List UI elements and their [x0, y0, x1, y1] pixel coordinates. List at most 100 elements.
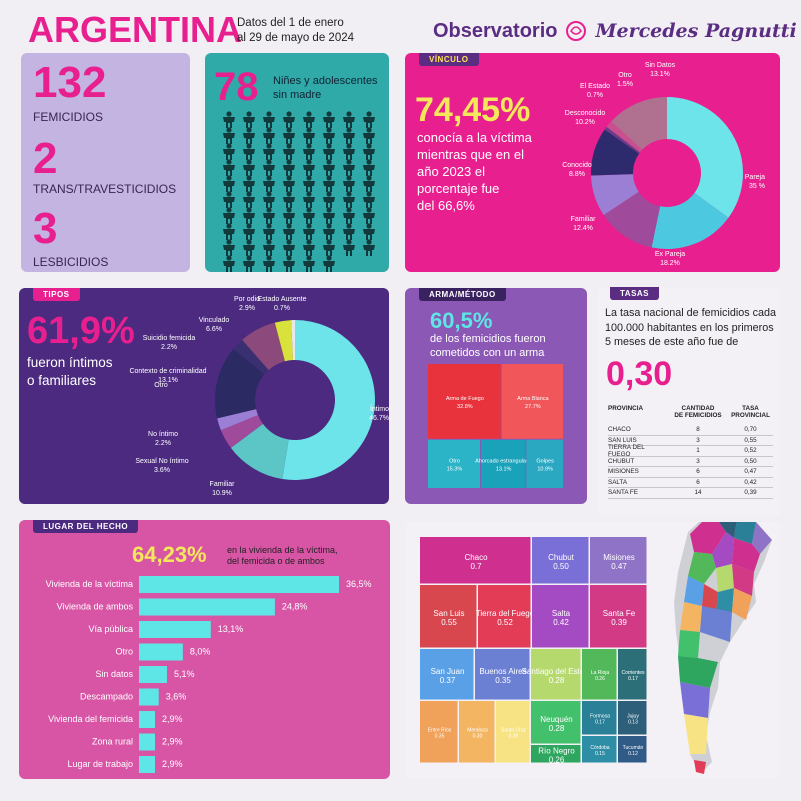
province-name: Corrientes — [621, 670, 645, 676]
province-cell — [582, 701, 617, 735]
slice-value: 46.7% — [369, 415, 389, 422]
province-rate: 0.55 — [441, 618, 457, 627]
slice-value: 0.7% — [587, 92, 603, 99]
bar — [139, 643, 183, 661]
person-icon — [241, 207, 257, 225]
person-icon — [321, 143, 337, 161]
arma-card: ARMA/MÉTODO 60,5% de los femicidios fuer… — [405, 288, 587, 504]
donut-slice — [242, 322, 285, 370]
person-icon — [221, 223, 237, 241]
province-rate: 0.35 — [435, 734, 445, 740]
slice-label: Familiar — [210, 481, 236, 488]
tasas-value: 0,30 — [606, 355, 673, 393]
bar-category-label: Vivienda de la víctima — [46, 579, 133, 589]
person-icon — [281, 207, 297, 225]
province-cell — [590, 585, 647, 648]
cell-value: 27.7% — [525, 404, 541, 410]
tasas-line: La tasa nacional de femicidios cada — [605, 307, 777, 319]
table-cell: 0,39 — [744, 489, 757, 497]
table-row: SALTA 6 0,42 — [608, 478, 773, 488]
arma-pct: 60,5% — [430, 308, 493, 333]
vinculo-donut-chart: Pareja 35 % Ex Pareja 18.2% Familiar 12.4% Con… — [562, 62, 765, 267]
slice-label: Otro — [618, 72, 632, 79]
slice-label: Sin Datos — [645, 62, 676, 69]
page-title: ARGENTINA — [28, 9, 242, 50]
donut-slice — [603, 191, 661, 248]
tasas-line: 100.000 habitantes en los primeros — [605, 321, 774, 334]
province-cell — [420, 701, 458, 763]
bar-value-label: 24,8% — [282, 602, 308, 612]
person-icon — [341, 239, 357, 257]
slice-label: Familiar — [571, 216, 597, 223]
person-icon — [301, 255, 317, 272]
person-icon — [241, 191, 257, 209]
province-cell — [478, 585, 531, 648]
province-name: Santa Fe — [603, 609, 636, 618]
table-cell: CHACO — [608, 426, 631, 434]
province-rate: 0.30 — [509, 734, 519, 740]
tipos-text: fueron íntimos o familiares — [27, 354, 113, 390]
children-label-1: Niñes y adolescentes — [273, 75, 378, 87]
slice-value: 0.7% — [274, 305, 290, 312]
femicidios-label: FEMICIDIOS — [33, 110, 104, 124]
person-icon — [221, 143, 237, 161]
treemap-cell — [501, 364, 563, 439]
person-icon — [361, 159, 377, 177]
bar — [139, 733, 155, 751]
person-icon — [221, 239, 237, 257]
table-cell: 3 — [696, 436, 700, 444]
bar-category-label: Vivienda del femicida — [48, 714, 133, 724]
person-icon — [301, 143, 317, 161]
person-icon — [221, 111, 237, 129]
person-icon — [301, 159, 317, 177]
vinculo-line: porcentaje fue — [417, 181, 500, 196]
vinculo-line: del 66,6% — [417, 198, 475, 213]
tasas-text: La tasa nacional de femicidios cada 100.… — [605, 306, 781, 350]
vinculo-line: mientras que en el — [417, 147, 524, 162]
bar-category-label: Lugar de trabajo — [67, 759, 133, 769]
lesb-value: 3 — [33, 204, 58, 253]
table-header-cell: TASA PROVINCIAL — [731, 405, 770, 419]
province-name: Chubut — [548, 553, 575, 562]
bar-value-label: 2,9% — [162, 759, 183, 769]
slice-label: El Estado — [580, 83, 610, 90]
bar-value-label: 2,9% — [162, 737, 183, 747]
province-name: Mendoza — [467, 728, 488, 734]
bar-value-label: 2,9% — [162, 714, 183, 724]
person-icon — [341, 143, 357, 161]
table-cell: 0,42 — [744, 478, 757, 486]
province-rate: 0.37 — [440, 676, 456, 685]
slice-value: 13.1% — [650, 71, 670, 78]
province-cell — [496, 701, 530, 763]
province-name: Río Negro — [538, 747, 575, 756]
table-cell: CHUBUT — [608, 457, 635, 465]
person-icon — [321, 127, 337, 145]
person-icon — [301, 239, 317, 257]
province-cell — [590, 537, 647, 584]
province-rate: 0.39 — [611, 618, 627, 627]
slice-value: 10.9% — [212, 490, 232, 497]
vinculo-tag: VÍNCULO — [419, 53, 479, 66]
arma-text: de los femicidios fueron cometidos con u… — [430, 332, 546, 360]
province-cell — [582, 736, 617, 763]
table-cell: 1 — [696, 447, 700, 455]
person-icon — [221, 159, 237, 177]
person-icon — [341, 191, 357, 209]
province-cell — [420, 649, 474, 700]
province-name: Córdoba — [590, 745, 609, 751]
person-icon — [221, 191, 237, 209]
person-icon — [301, 175, 317, 193]
person-icon — [361, 127, 377, 145]
person-icon — [221, 207, 237, 225]
cell-value: 32.8% — [457, 404, 473, 410]
vinculo-pct: 74,45% — [415, 91, 531, 129]
tasas-table: PROVINCIA CANTIDAD DE FEMICIDIOS TASA PROV… — [608, 405, 773, 499]
donut-slice — [215, 348, 265, 419]
slice-label: Pareja — [745, 174, 765, 181]
donut-slice — [217, 409, 258, 431]
slice-label: Íntimo — [370, 404, 389, 413]
person-icon — [241, 239, 257, 257]
brand-name: Mercedes Pagnutti — [595, 20, 797, 42]
province-rate: 0.30 — [473, 734, 483, 740]
person-icon — [281, 175, 297, 193]
